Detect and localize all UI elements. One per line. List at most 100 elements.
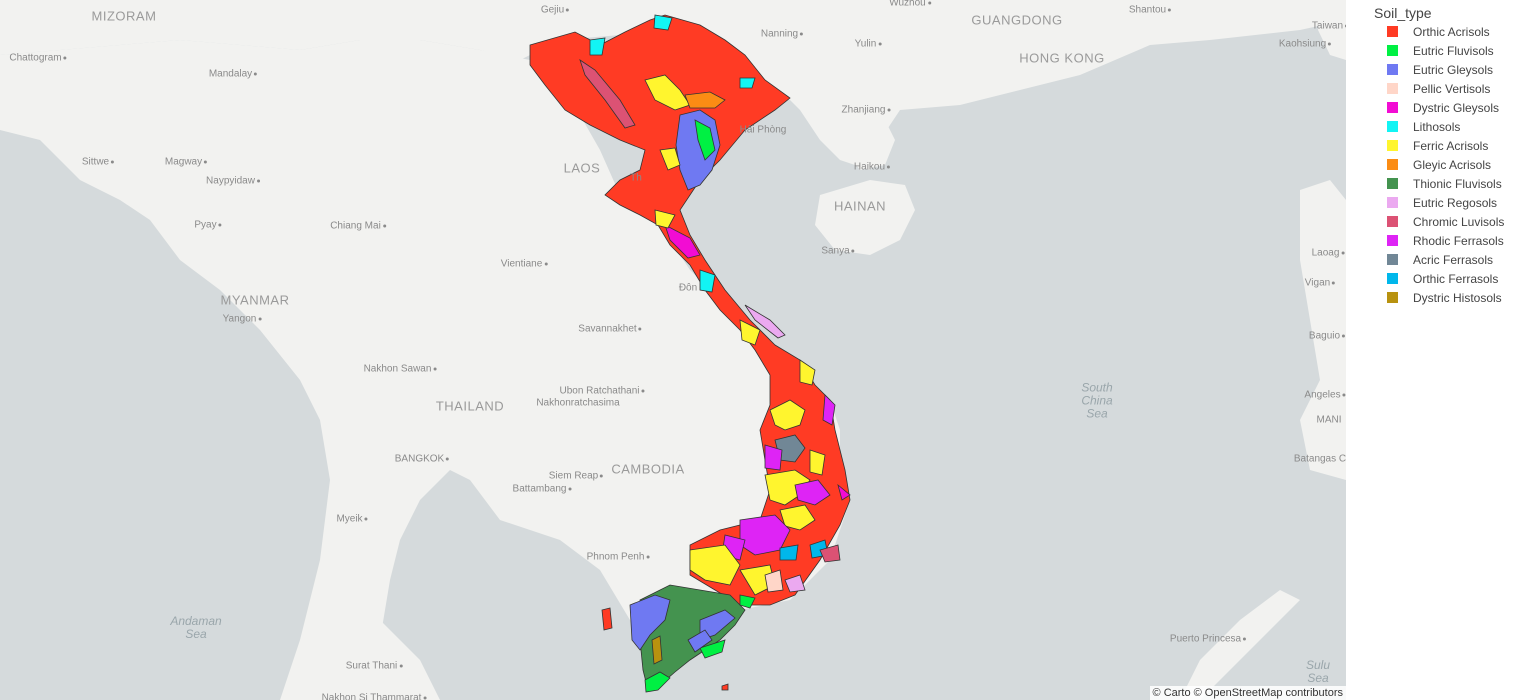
- map-label-batangas: Batangas C: [1294, 454, 1346, 465]
- legend-item-label: Rhodic Ferrasols: [1413, 233, 1504, 248]
- map-label-hongkong: HONG KONG: [1019, 51, 1104, 66]
- legend-swatch-icon: [1387, 216, 1398, 227]
- map-label-text: Zhanjiang: [841, 104, 886, 116]
- city-dot-icon: [1341, 251, 1345, 255]
- map-label-text: HAINAN: [833, 198, 887, 214]
- map-attribution[interactable]: © Carto © OpenStreetMap contributors: [1149, 686, 1346, 700]
- map-label-angeles: Angeles: [1304, 390, 1346, 401]
- legend-swatch-icon: [1387, 121, 1398, 132]
- map-label-myeik: Myeik: [336, 514, 368, 525]
- map-label-text: Đôn: [678, 282, 698, 294]
- legend-item[interactable]: Dystric Histosols: [1376, 288, 1520, 307]
- map-label-magway: Magway: [165, 157, 208, 168]
- legend-item[interactable]: Chromic Luvisols: [1376, 212, 1520, 231]
- legend-item-label: Chromic Luvisols: [1413, 214, 1505, 229]
- map-label-naypyidaw: Naypyidaw: [206, 176, 260, 187]
- legend: Soil_type Orthic Acrisols Eutric Fluvisol…: [1374, 4, 1520, 307]
- city-dot-icon: [1345, 24, 1346, 28]
- legend-item[interactable]: Orthic Ferrasols: [1376, 269, 1520, 288]
- legend-item[interactable]: Eutric Gleysols: [1376, 60, 1520, 79]
- city-dot-icon: [399, 664, 403, 668]
- legend-item[interactable]: Ferric Acrisols: [1376, 136, 1520, 155]
- city-dot-icon: [433, 367, 437, 371]
- map-label-vientiane: Vientiane: [501, 259, 548, 270]
- legend-item[interactable]: Gleyic Acrisols: [1376, 155, 1520, 174]
- legend-item-label: Eutric Gleysols: [1413, 62, 1494, 77]
- land-layer: [0, 0, 1346, 700]
- map-label-savannakhet: Savannakhet: [578, 324, 642, 335]
- legend-item[interactable]: Acric Ferrasols: [1376, 250, 1520, 269]
- city-dot-icon: [423, 696, 427, 700]
- legend-item-label: Orthic Acrisols: [1413, 24, 1490, 39]
- map-label-mizoram: MIZORAM: [92, 9, 157, 24]
- map-label-text: Vientiane: [500, 258, 543, 270]
- map-label-thanhhoa: Th: [630, 173, 642, 184]
- legend-item-label: Eutric Fluvisols: [1413, 43, 1494, 58]
- city-dot-icon: [800, 32, 804, 36]
- map-area[interactable]: MIZORAM Gejiu Wuzhou GUANGDONG Shantou Taiwan…: [0, 0, 1346, 700]
- soil-regions: [529, 14, 851, 693]
- legend-item-label: Thionic Fluvisols: [1413, 176, 1502, 191]
- legend-item-label: Pellic Vertisols: [1413, 81, 1491, 96]
- map-label-text: Andaman Sea: [170, 614, 222, 641]
- map-label-cambodia: CAMBODIA: [611, 462, 684, 477]
- map-label-battambang: Battambang: [513, 484, 572, 495]
- legend-item[interactable]: Eutric Regosols: [1376, 193, 1520, 212]
- city-dot-icon: [111, 160, 115, 164]
- legend-swatch-icon: [1387, 83, 1398, 94]
- city-dot-icon: [1243, 637, 1247, 641]
- map-label-kaohsiung: Kaohsiung: [1279, 39, 1332, 50]
- legend-item[interactable]: Rhodic Ferrasols: [1376, 231, 1520, 250]
- map-label-pyay: Pyay: [194, 220, 222, 231]
- map-label-text: Taiwan: [1311, 20, 1344, 32]
- legend-item-label: Dystric Gleysols: [1413, 100, 1500, 115]
- map-label-text: Yulin: [854, 38, 877, 50]
- city-dot-icon: [638, 327, 642, 331]
- legend-items: Orthic Acrisols Eutric Fluvisols Eutric Gl…: [1376, 22, 1520, 307]
- map-label-zhanjiang: Zhanjiang: [842, 105, 891, 116]
- map-label-text: Shantou: [1128, 4, 1167, 16]
- legend-item[interactable]: Orthic Acrisols: [1376, 22, 1520, 41]
- map-label-text: Chiang Mai: [330, 220, 381, 232]
- legend-item-label: Eutric Regosols: [1413, 195, 1498, 210]
- legend-item[interactable]: Lithosols: [1376, 117, 1520, 136]
- city-dot-icon: [1168, 8, 1172, 12]
- map-label-text: South China Sea: [1081, 380, 1113, 421]
- legend-item-label: Orthic Ferrasols: [1413, 271, 1499, 286]
- map-label-baguio: Baguio: [1309, 331, 1346, 342]
- legend-swatch-icon: [1387, 273, 1398, 284]
- map-label-text: Haikou: [853, 161, 886, 173]
- map-label-haikou: Haikou: [853, 161, 891, 173]
- legend-item[interactable]: Thionic Fluvisols: [1376, 174, 1520, 193]
- city-dot-icon: [1342, 393, 1346, 397]
- map-label-nakhonsawan: Nakhon Sawan: [364, 364, 437, 375]
- map-label-mandalay: Mandalay: [209, 69, 258, 80]
- map-label-text: Ubon Ratchathani: [559, 385, 640, 397]
- map-label-chiangmai: Chiang Mai: [330, 221, 386, 232]
- map-label-wuzhou: Wuzhou: [889, 0, 931, 9]
- city-dot-icon: [646, 555, 650, 559]
- legend-swatch-icon: [1387, 178, 1398, 189]
- map-label-shantou: Shantou: [1128, 4, 1172, 16]
- map-label-text: Sittwe: [81, 156, 110, 168]
- city-dot-icon: [204, 160, 208, 164]
- map-label-yulin: Yulin: [855, 39, 882, 50]
- city-dot-icon: [364, 517, 368, 521]
- map-label-bangkok: BANGKOK: [395, 454, 450, 465]
- legend-item[interactable]: Pellic Vertisols: [1376, 79, 1520, 98]
- map-label-text: Phnom Penh: [586, 551, 645, 563]
- legend-item[interactable]: Eutric Fluvisols: [1376, 41, 1520, 60]
- map-label-chattogram: Chattogram: [9, 53, 67, 64]
- map-label-text: Nakhon Si Thammarat: [321, 692, 422, 700]
- map-label-andamansea: Andaman Sea: [170, 615, 221, 641]
- map-label-text: Wuzhou: [889, 0, 926, 9]
- legend-swatch-icon: [1387, 102, 1398, 113]
- legend-swatch-icon: [1387, 235, 1398, 246]
- city-dot-icon: [1328, 42, 1332, 46]
- legend-item[interactable]: Dystric Gleysols: [1376, 98, 1520, 117]
- city-dot-icon: [851, 249, 855, 253]
- legend-swatch-icon: [1387, 254, 1398, 265]
- city-dot-icon: [887, 165, 891, 169]
- map-label-yangon: Yangon: [223, 314, 262, 325]
- map-label-text: GUANGDONG: [971, 12, 1063, 28]
